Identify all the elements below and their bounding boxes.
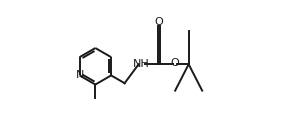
Text: NH: NH [133,59,150,69]
Text: O: O [155,17,164,27]
Text: O: O [171,58,179,68]
Text: N: N [76,70,84,80]
